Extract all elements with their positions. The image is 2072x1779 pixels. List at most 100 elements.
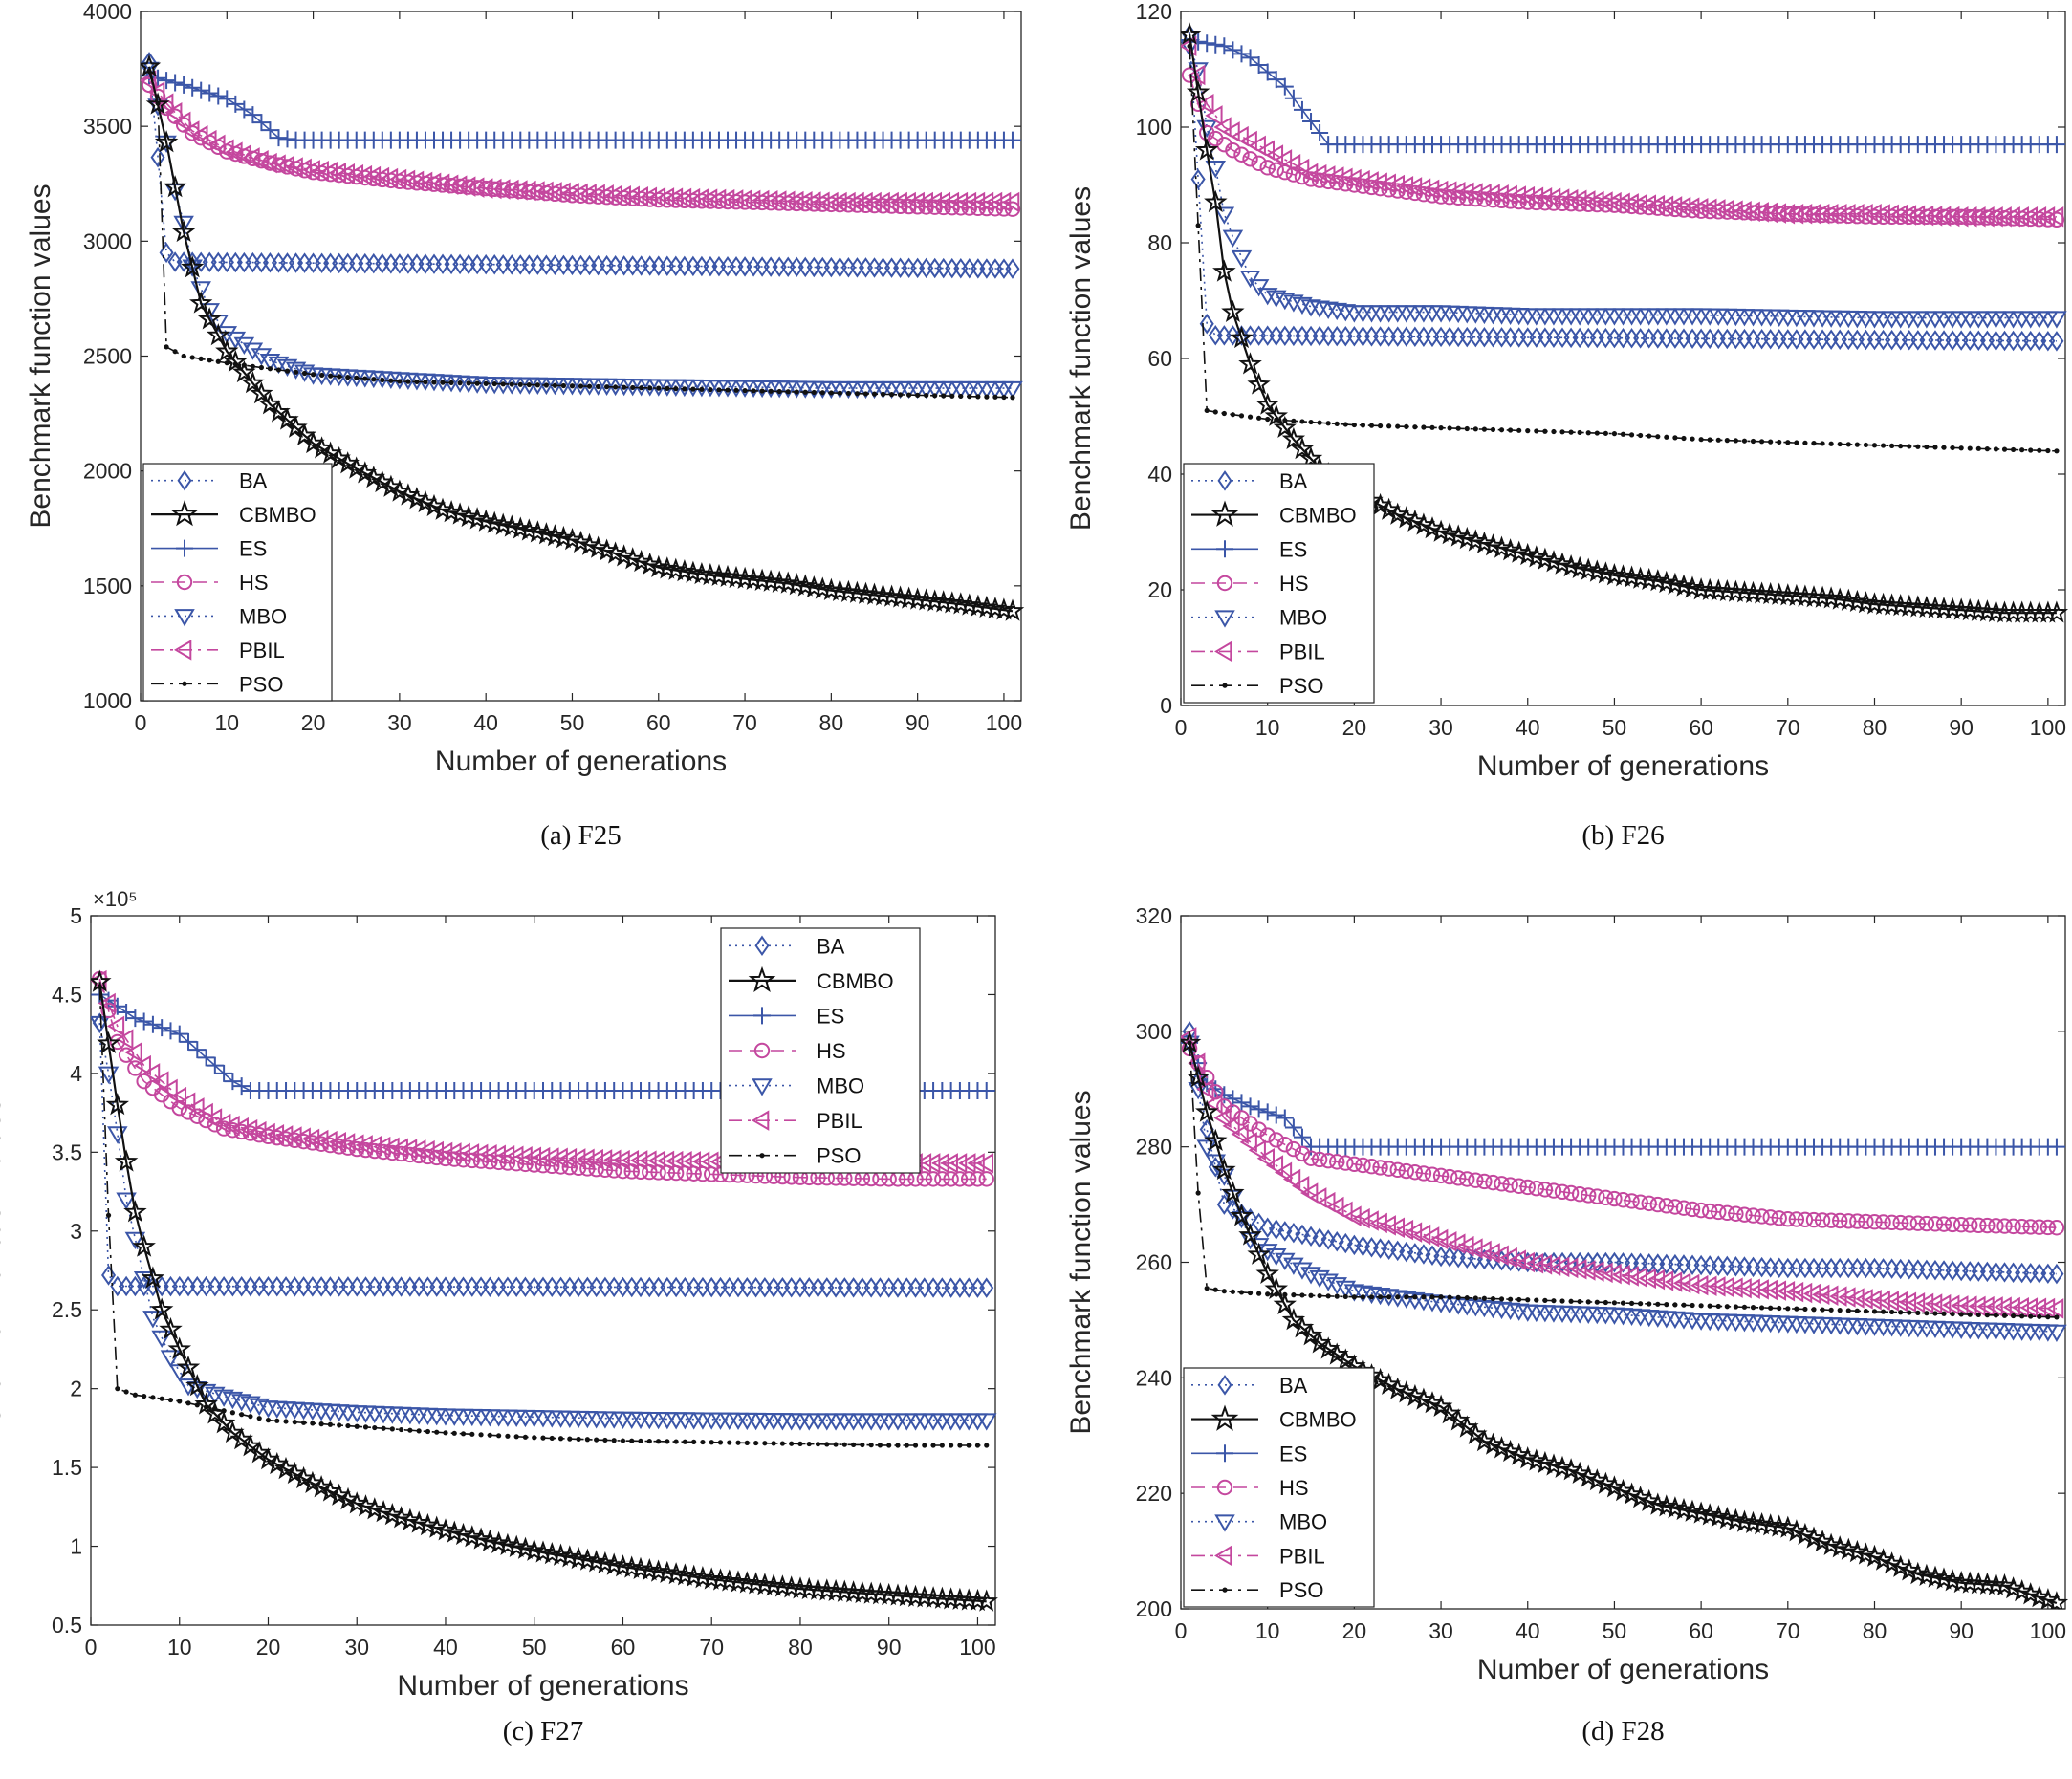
marker-triangle-down bbox=[1586, 1306, 1608, 1325]
marker-dot bbox=[1404, 423, 1409, 429]
marker-circle bbox=[1927, 1216, 1944, 1232]
marker-dot bbox=[224, 360, 229, 366]
marker-dot bbox=[771, 1441, 776, 1446]
y-tick-label: 3.5 bbox=[52, 1139, 82, 1164]
marker-triangle-left bbox=[647, 1150, 665, 1171]
marker-triangle-down bbox=[1665, 308, 1686, 326]
legend-label-pso: PSO bbox=[1279, 674, 1323, 698]
marker-triangle-down bbox=[1708, 308, 1730, 326]
marker-triangle-left bbox=[838, 191, 856, 213]
marker-triangle-left bbox=[630, 185, 649, 207]
marker-triangle-down bbox=[1569, 308, 1590, 326]
marker-triangle-down bbox=[259, 354, 281, 372]
marker-triangle-left bbox=[397, 169, 416, 191]
marker-triangle-left bbox=[1213, 1107, 1232, 1129]
marker-plus bbox=[1250, 1100, 1268, 1118]
marker-triangle-left bbox=[906, 191, 925, 213]
marker-dot bbox=[1741, 438, 1748, 444]
y-tick-label: 4.5 bbox=[52, 982, 82, 1007]
panel-caption: (a) F25 bbox=[540, 820, 622, 851]
marker-triangle-left bbox=[1951, 206, 1969, 228]
marker-diamond bbox=[1399, 326, 1414, 347]
marker-dot bbox=[1958, 445, 1964, 451]
marker-dot bbox=[1299, 1292, 1305, 1298]
marker-triangle-down bbox=[1552, 308, 1573, 326]
marker-triangle-left bbox=[1265, 144, 1284, 165]
marker-star bbox=[1273, 415, 1297, 439]
marker-triangle-left bbox=[1785, 204, 1804, 225]
marker-triangle-down bbox=[1899, 1319, 1920, 1338]
marker-plus bbox=[1284, 89, 1302, 107]
panel-caption: (c) F27 bbox=[503, 1716, 584, 1746]
marker-dot bbox=[1932, 445, 1938, 450]
marker-triangle-left bbox=[470, 1143, 489, 1165]
marker-dot bbox=[1265, 416, 1271, 423]
legend-label-mbo: MBO bbox=[239, 604, 287, 628]
marker-star bbox=[2044, 600, 2069, 623]
marker-dot bbox=[275, 367, 282, 373]
marker-triangle-down bbox=[1768, 309, 1790, 327]
marker-dot bbox=[904, 1443, 909, 1448]
marker-dot bbox=[1802, 1306, 1808, 1313]
marker-dot bbox=[1698, 437, 1704, 443]
marker-triangle-left bbox=[1976, 1295, 1995, 1317]
marker-circle bbox=[1779, 1210, 1797, 1227]
marker-dot bbox=[496, 1433, 502, 1439]
marker-triangle-down bbox=[2002, 1323, 2024, 1341]
marker-circle bbox=[1797, 1211, 1814, 1227]
y-tick-label: 2500 bbox=[83, 344, 132, 369]
marker-triangle-left bbox=[2028, 206, 2047, 228]
marker-triangle-left bbox=[1352, 1207, 1370, 1229]
marker-dot bbox=[1828, 441, 1834, 446]
marker-dot bbox=[975, 394, 981, 400]
marker-dot bbox=[1472, 426, 1478, 432]
x-tick-label: 20 bbox=[256, 1635, 281, 1660]
marker-triangle-left bbox=[1881, 1291, 1899, 1312]
marker-dot bbox=[1924, 444, 1930, 450]
marker-dot bbox=[725, 387, 731, 393]
marker-circle bbox=[1814, 1212, 1831, 1228]
marker-triangle-down bbox=[1361, 305, 1383, 323]
marker-diamond bbox=[1676, 1254, 1691, 1275]
marker-circle bbox=[1988, 1218, 2004, 1234]
marker-dot bbox=[1386, 423, 1392, 429]
marker-star bbox=[1181, 1031, 1202, 1053]
marker-dot bbox=[1811, 441, 1817, 446]
marker-star bbox=[206, 323, 230, 346]
marker-circle bbox=[1302, 1150, 1320, 1166]
marker-triangle-left bbox=[674, 1150, 692, 1172]
legend-label-ba: BA bbox=[1279, 1374, 1308, 1398]
y-tick-label: 60 bbox=[1147, 346, 1172, 371]
marker-triangle-down bbox=[1275, 292, 1296, 311]
marker-circle bbox=[1675, 1200, 1692, 1216]
x-tick-label: 70 bbox=[699, 1635, 724, 1660]
marker-dot bbox=[1715, 1303, 1721, 1310]
marker-dot bbox=[1898, 1310, 1904, 1315]
x-tick-label: 0 bbox=[1175, 715, 1188, 740]
marker-circle bbox=[1841, 1213, 1857, 1229]
marker-diamond bbox=[2015, 330, 2030, 352]
marker-circle bbox=[916, 1171, 933, 1187]
marker-triangle-down bbox=[1994, 311, 2016, 329]
marker-star bbox=[336, 1486, 360, 1510]
marker-plus bbox=[753, 1007, 771, 1025]
marker-plus bbox=[126, 1009, 144, 1028]
x-tick-label: 60 bbox=[611, 1635, 636, 1660]
marker-star bbox=[293, 423, 316, 446]
marker-circle bbox=[970, 1171, 986, 1187]
marker-triangle-left bbox=[881, 191, 899, 213]
marker-dot bbox=[256, 1416, 262, 1421]
marker-diamond bbox=[1416, 1244, 1431, 1265]
marker-circle bbox=[1918, 1215, 1935, 1232]
marker-diamond bbox=[101, 1265, 117, 1286]
marker-triangle-left bbox=[1482, 184, 1500, 205]
marker-triangle-down bbox=[2011, 311, 2033, 329]
series-line bbox=[1189, 46, 2057, 452]
marker-dot bbox=[337, 374, 342, 380]
marker-triangle-down bbox=[2019, 1323, 2041, 1342]
marker-diamond bbox=[177, 469, 192, 491]
marker-triangle-left bbox=[872, 191, 890, 213]
marker-triangle-down bbox=[1751, 309, 1773, 327]
marker-dot bbox=[258, 364, 265, 371]
marker-triangle-left bbox=[1708, 1276, 1726, 1297]
